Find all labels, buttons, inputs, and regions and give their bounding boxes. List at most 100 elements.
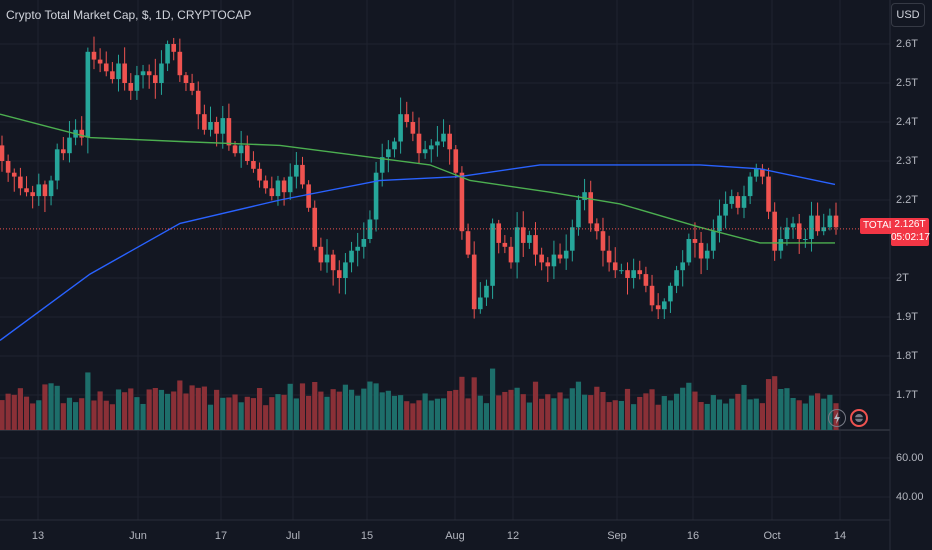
volume-bar: [226, 397, 232, 430]
volume-bar: [164, 393, 171, 430]
candle-body: [729, 196, 735, 204]
candle-body: [361, 239, 367, 247]
candle-body: [815, 215, 820, 232]
volume-bar: [72, 402, 79, 430]
candle-body: [24, 188, 29, 193]
candle-body: [490, 223, 495, 286]
candle-body: [386, 149, 391, 158]
candle-body: [116, 63, 121, 80]
volume-bar: [686, 382, 692, 430]
volume-bar: [526, 402, 532, 430]
volume-bar: [336, 391, 342, 430]
candle-body: [545, 262, 551, 267]
volume-bar: [704, 403, 710, 430]
candle-body: [809, 215, 814, 239]
volume-bar: [698, 402, 704, 430]
candle-body: [238, 145, 244, 154]
candle-body: [447, 133, 452, 150]
volume-bar: [306, 395, 312, 430]
candle-body: [416, 133, 422, 154]
volume-bar: [575, 381, 582, 430]
candle-body: [766, 176, 771, 212]
candle-body: [533, 235, 538, 255]
candle-body: [539, 254, 544, 263]
candle-body: [244, 145, 250, 161]
candle-body: [772, 211, 777, 251]
candle-body: [668, 285, 673, 302]
candle-body: [502, 242, 508, 247]
volume-bar: [128, 388, 134, 430]
volume-bar: [361, 388, 367, 430]
volume-bar: [275, 394, 281, 430]
time-axis-label: 17: [214, 530, 228, 542]
volume-bar: [618, 400, 624, 430]
volume-bar: [447, 391, 453, 430]
candle-body: [30, 192, 35, 197]
volume-bar: [109, 404, 115, 430]
candle-body: [318, 246, 324, 263]
currency-button[interactable]: USD: [891, 3, 925, 27]
candle-body: [649, 285, 655, 306]
volume-bar: [557, 392, 563, 430]
candle-body: [306, 184, 311, 208]
candle-body: [146, 71, 152, 76]
volume-bar: [367, 381, 373, 430]
volume-bar: [299, 383, 306, 430]
volume-axis-label: 40.00: [896, 491, 924, 503]
price-axis-label: 2T: [896, 272, 909, 284]
volume-bar: [428, 400, 434, 430]
candle-body: [140, 71, 146, 76]
candle-body: [594, 223, 600, 232]
candle-body: [698, 242, 704, 259]
candle-body: [496, 223, 502, 243]
chart-title: Crypto Total Market Cap, $, 1D, CRYPTOCA…: [6, 8, 252, 22]
volume-bar: [539, 398, 545, 430]
volume-bar: [790, 397, 796, 430]
volume-bar: [514, 387, 520, 430]
candle-body: [287, 176, 293, 193]
candle-body: [5, 161, 11, 173]
volume-bar: [796, 400, 802, 430]
price-axis-label: 2.3T: [896, 155, 919, 167]
volume-bar: [66, 397, 73, 430]
candle-body: [612, 262, 618, 271]
volume-bar: [183, 393, 189, 430]
candle-body: [760, 168, 765, 177]
candle-body: [478, 297, 483, 310]
volume-bar: [631, 404, 637, 430]
candle-body: [257, 168, 262, 181]
volume-bar: [60, 403, 66, 430]
candle-body: [18, 176, 23, 189]
volume-bar: [23, 396, 30, 430]
candle-body: [704, 250, 710, 259]
candle-body: [741, 196, 747, 208]
candle-body: [717, 215, 722, 232]
candle-body: [723, 203, 728, 216]
volume-bar: [765, 379, 772, 430]
candle-body: [159, 63, 164, 83]
candle-body: [661, 301, 667, 310]
volume-bar: [140, 403, 146, 430]
candle-body: [441, 133, 446, 142]
candle-body: [600, 231, 606, 251]
candle-body: [165, 44, 170, 64]
candle-body: [570, 227, 575, 251]
volume-bar: [692, 391, 698, 430]
candle-body: [471, 254, 477, 310]
lightning-icon[interactable]: [828, 409, 846, 427]
candle-body: [576, 200, 581, 228]
volume-bar: [122, 392, 128, 430]
volume-bar: [477, 395, 483, 430]
candle-body: [379, 157, 385, 173]
candle-body: [711, 231, 716, 251]
volume-bar: [177, 380, 183, 430]
time-axis-label: Oct: [763, 530, 781, 542]
candle-body: [220, 118, 226, 134]
candle-body: [263, 180, 268, 189]
volume-bar: [551, 398, 557, 430]
candle-body: [85, 51, 91, 138]
candle-body: [0, 145, 5, 161]
candle-body: [790, 223, 796, 228]
events-icon[interactable]: [850, 409, 868, 427]
